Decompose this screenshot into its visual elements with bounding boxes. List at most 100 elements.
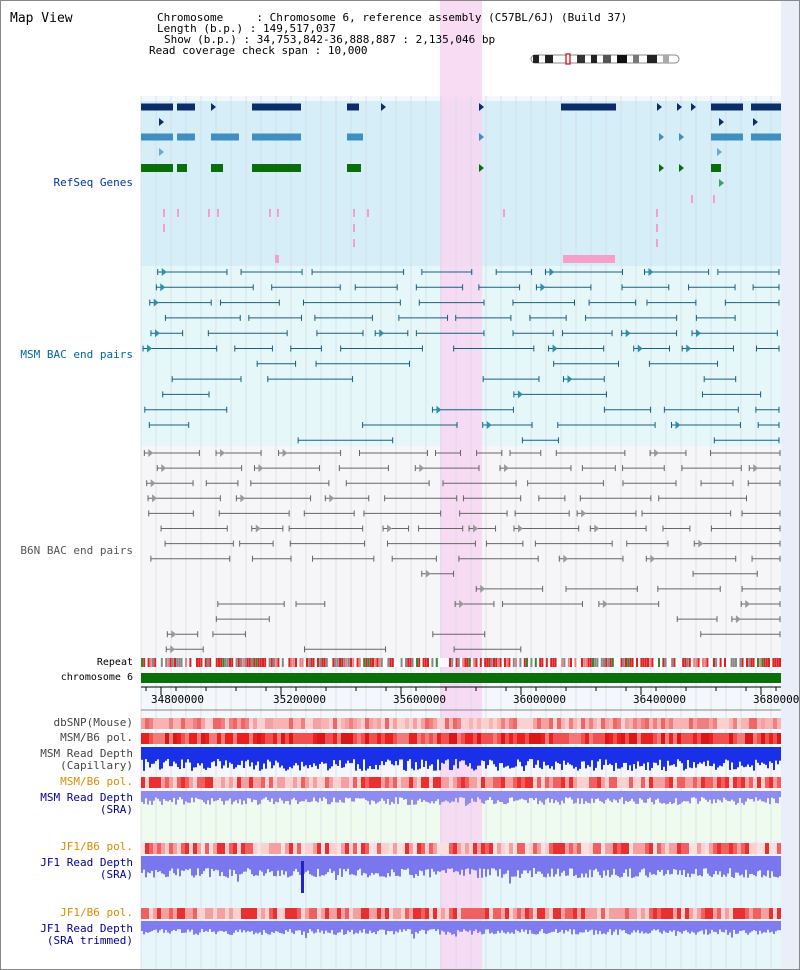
heat-cell [665,908,669,919]
depth-bar [437,921,439,930]
depth-bar [757,921,759,935]
depth-bar [459,856,461,875]
depth-bar [515,856,517,877]
heat-cell [701,733,705,744]
label-b6n-bac[interactable]: B6N BAC end pairs [20,544,133,557]
selection-highlight[interactable] [440,1,482,969]
depth-bar [367,747,369,769]
heat-cell [437,733,441,744]
depth-bar [371,921,373,934]
label-jf1-read-depth-sra[interactable]: JF1 Read Depth [40,856,133,869]
label-msm-bac[interactable]: MSM BAC end pairs [20,348,133,361]
depth-bar [339,791,341,800]
heat-cell [769,718,773,729]
depth-bar [675,747,677,767]
repeat-mark [510,658,513,667]
repeat-mark [240,658,242,667]
depth-bar [453,856,455,873]
depth-bar [747,747,749,765]
heat-cell [333,733,337,744]
label-msm-b6-pol[interactable]: MSM/B6 pol. [60,731,133,744]
depth-bar [743,856,745,878]
heat-cell [489,718,493,729]
heat-cell [209,718,213,729]
depth-bar [721,747,723,767]
depth-bar [283,747,285,769]
heat-cell [529,908,533,919]
repeat-mark [187,658,190,667]
heat-cell [185,843,189,854]
heat-cell [305,908,309,919]
label-refseq-genes[interactable]: RefSeq Genes [53,176,133,189]
bac-arrow [686,344,692,353]
depth-bar [539,747,541,768]
depth-bar [563,747,565,761]
depth-bar [251,747,253,763]
depth-bar [769,921,771,933]
repeat-mark [394,658,396,667]
heat-cell [509,777,513,788]
label-msm-read-depth-capillary[interactable]: MSM Read Depth [40,747,133,760]
gene-arrow [657,103,662,111]
heat-cell [777,718,781,729]
depth-bar [401,747,403,760]
heat-cell [685,777,689,788]
axis-tick-label: 35600000 [393,693,446,706]
heat-cell [697,908,701,919]
repeat-mark [563,658,566,667]
heat-cell [445,718,449,729]
label-dbsnp[interactable]: dbSNP(Mouse) [53,716,133,729]
label-jf1-b6-pol[interactable]: JF1/B6 pol. [60,840,133,853]
heat-cell [225,718,229,729]
depth-bar [195,747,197,768]
depth-bar [489,791,491,798]
depth-bar [263,791,265,799]
depth-bar [579,791,581,804]
repeat-mark [550,658,553,667]
gene-mark [503,209,505,217]
depth-bar [437,747,439,760]
heat-cell [249,843,253,854]
heat-cell [233,908,237,919]
heat-cell [645,733,649,744]
depth-bar [535,791,537,799]
depth-bar [237,747,239,765]
label-jf1-b6-pol-2[interactable]: JF1/B6 pol. [60,906,133,919]
depth-bar [733,856,735,878]
page-title: Map View [10,11,73,26]
label-msm-b6-pol-2[interactable]: MSM/B6 pol. [60,775,133,788]
depth-bar [293,791,295,798]
heat-cell [269,908,273,919]
repeat-mark [457,658,460,667]
heat-cell [741,908,745,919]
depth-bar [471,921,473,935]
heat-cell [689,908,693,919]
heat-cell [229,843,233,854]
depth-bar [681,747,683,764]
label-jf1-read-depth-trimmed[interactable]: JF1 Read Depth [40,922,133,935]
repeat-mark [233,658,236,667]
depth-bar [325,921,327,931]
heat-cell [289,843,293,854]
bac-arrow [258,464,264,473]
bac-arrow [387,524,393,533]
depth-bar [345,921,347,935]
depth-bar [383,921,385,930]
heat-cell [377,843,381,854]
heat-cell [581,718,585,729]
depth-bar [409,921,411,930]
depth-bar [191,921,193,930]
depth-bar [721,921,723,932]
heat-cell [457,718,461,729]
depth-bar [677,921,679,932]
label-msm-read-depth-sra[interactable]: MSM Read Depth [40,791,133,804]
depth-bar [209,921,211,930]
depth-bar [547,921,549,934]
depth-bar [735,747,737,770]
bac-arrow [567,375,573,384]
heat-cell [473,908,477,919]
depth-bar [733,747,735,770]
chromosome-ideogram[interactable] [529,53,683,65]
heat-cell [601,718,605,729]
